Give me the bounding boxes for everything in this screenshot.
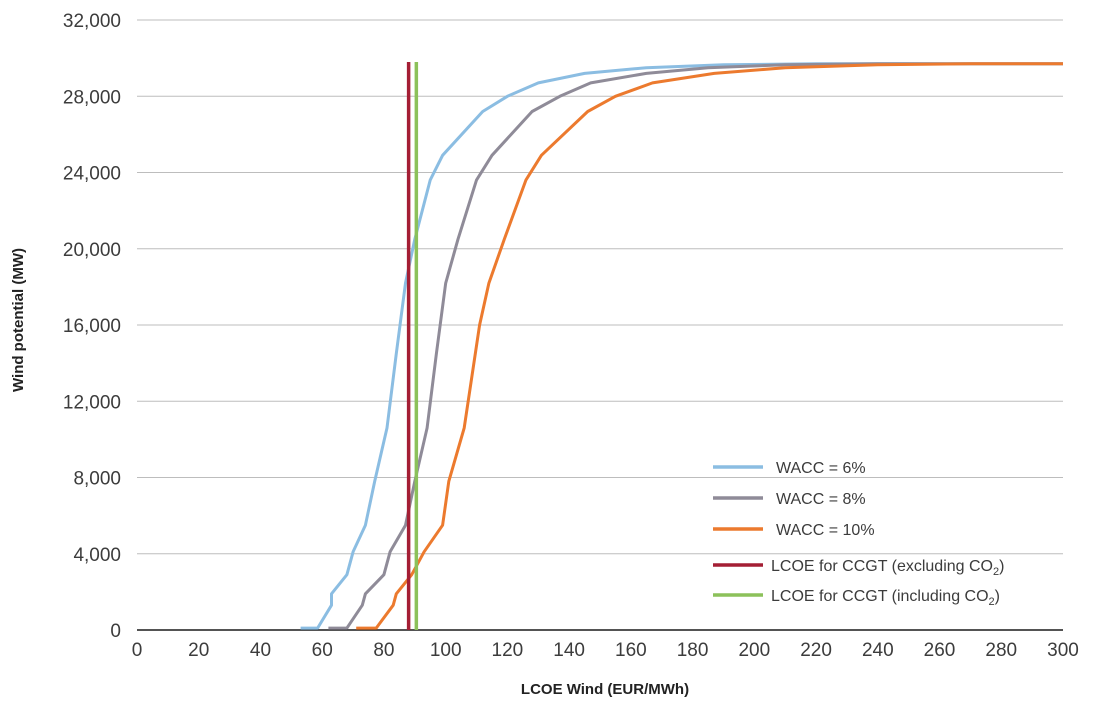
reference-lines	[406, 61, 419, 630]
y-axis-title: Wind potential (MW)	[10, 248, 27, 392]
y-tick-label: 28,000	[63, 87, 121, 108]
x-axis-title: LCOE Wind (EUR/MWh)	[521, 681, 689, 698]
legend-label-4: LCOE for CCGT (excluding CO2)	[771, 558, 1004, 578]
legend-label-1: WACC = 6%	[776, 460, 866, 477]
axes: 0 4,000 8,000 12,000 16,000 20,000 24,000 28,00…	[63, 11, 1079, 661]
y-tick-label: 12,000	[63, 392, 121, 413]
x-tick-label: 120	[492, 640, 524, 661]
x-tick-label: 140	[553, 640, 585, 661]
x-tick-label: 280	[985, 640, 1017, 661]
x-tick-label: 20	[188, 640, 209, 661]
y-tick-label: 24,000	[63, 164, 121, 185]
x-tick-label: 160	[615, 640, 647, 661]
x-tick-label: 220	[800, 640, 832, 661]
x-tick-label: 40	[250, 640, 271, 661]
x-tick-label: 0	[132, 640, 143, 661]
y-tick-label: 4,000	[73, 545, 121, 566]
x-tick-label: 80	[373, 640, 394, 661]
y-tick-label: 32,000	[63, 11, 121, 32]
x-tick-label: 200	[738, 640, 770, 661]
y-tick-label: 0	[110, 621, 121, 642]
x-tick-label: 240	[862, 640, 894, 661]
legend-label-2: WACC = 8%	[776, 491, 866, 508]
x-tick-label: 300	[1047, 640, 1079, 661]
x-tick-label: 260	[924, 640, 956, 661]
x-tick-label: 60	[312, 640, 333, 661]
y-tick-label: 16,000	[63, 316, 121, 337]
legend-label-3: WACC = 10%	[776, 522, 875, 539]
gridlines	[137, 19, 1063, 555]
legend-label-5: LCOE for CCGT (including CO2)	[771, 588, 1000, 608]
legend: WACC = 6% WACC = 8% WACC = 10% LCOE for CCG…	[713, 460, 1004, 608]
series-line-3	[356, 62, 1063, 630]
y-tick-label: 8,000	[73, 469, 121, 490]
y-tick-label: 20,000	[63, 240, 121, 261]
x-tick-label: 100	[430, 640, 462, 661]
x-tick-label: 180	[677, 640, 709, 661]
series-line-2	[328, 62, 1063, 630]
